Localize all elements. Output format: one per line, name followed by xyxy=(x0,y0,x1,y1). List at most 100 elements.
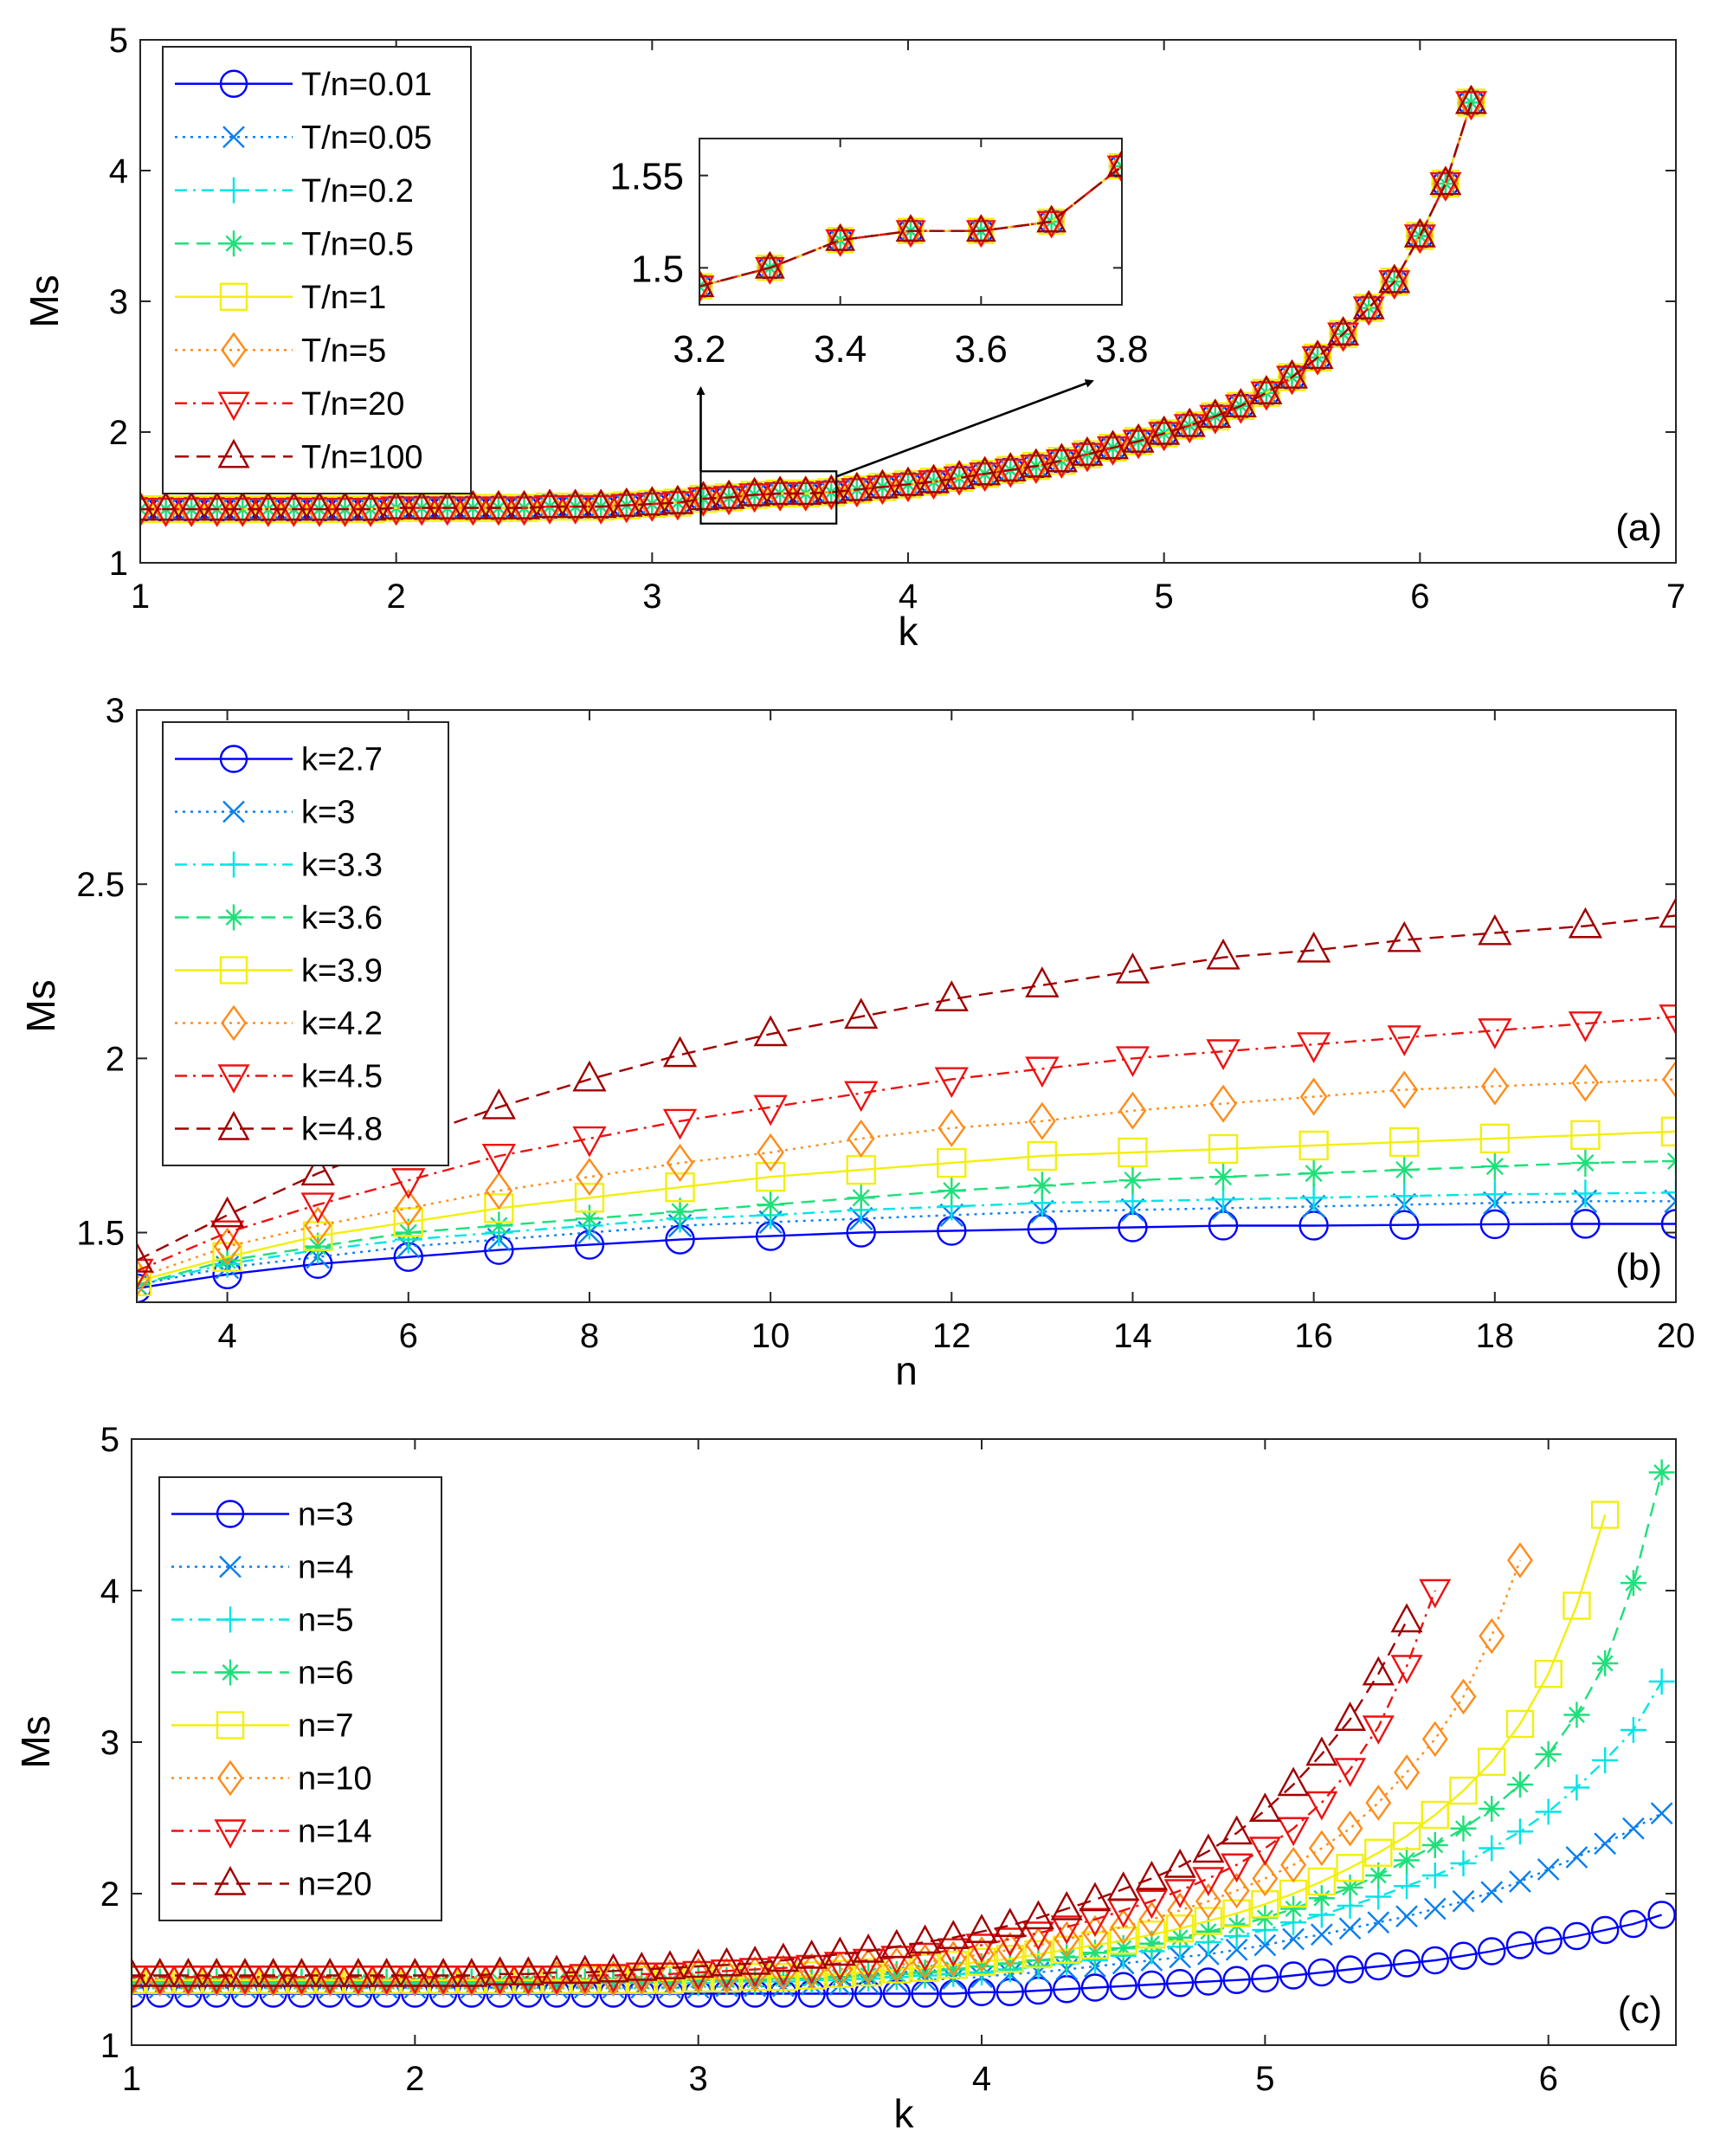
panel-b-data-point xyxy=(300,1154,335,1186)
panel-b-data-point xyxy=(1297,1032,1331,1063)
panel-b-legend-marker xyxy=(221,851,247,878)
panel-a-data-point xyxy=(1454,91,1487,120)
panel-a-data-point xyxy=(1148,416,1181,445)
panel-b-data-point xyxy=(484,1193,514,1223)
panel-c-data-point xyxy=(1452,1889,1475,1913)
panel-c-data-point xyxy=(1479,1796,1505,1822)
panel-c-data-point xyxy=(1563,1921,1591,1951)
panel-a-legend-label: T/n=0.2 xyxy=(301,173,414,210)
panel-a-data-point xyxy=(1429,165,1462,196)
panel-b-legend-marker xyxy=(217,1111,250,1140)
panel-b-data-point xyxy=(1028,1101,1056,1140)
panel-a-data-point xyxy=(969,455,1002,486)
panel-c-legend-label: n=5 xyxy=(298,1603,353,1639)
panel-b-series-line xyxy=(137,1200,1676,1287)
panel-c-data-point xyxy=(1054,1920,1080,1958)
panel-c-data-point xyxy=(171,1966,204,1995)
panel-c-data-point xyxy=(1167,1892,1194,1929)
panel-a-data-point xyxy=(1303,343,1332,372)
panel-a-data-point xyxy=(175,491,208,521)
panel-a-data-point xyxy=(1378,270,1411,300)
panel-c-data-point xyxy=(1163,1879,1196,1908)
panel-c-data-point xyxy=(1478,1747,1506,1776)
panel-c-data-point xyxy=(1394,1873,1421,1900)
inset-data-point xyxy=(965,214,996,242)
panel-c-data-point xyxy=(229,1958,261,1987)
panel-a-data-point xyxy=(789,481,822,512)
panel-c-data-point xyxy=(1223,1872,1250,1909)
panel-c-data-point xyxy=(1450,1815,1477,1842)
panel-b-data-point xyxy=(1570,1120,1601,1151)
panel-c-data-point xyxy=(1307,1958,1337,1987)
panel-c-legend-label: n=3 xyxy=(298,1497,353,1533)
panel-c-data-point xyxy=(1107,1871,1140,1901)
panel-b-data-point xyxy=(575,1204,603,1233)
panel-c-data-point xyxy=(654,1962,686,1992)
panel-b-data-point xyxy=(1479,1123,1511,1154)
panel-c-data-point xyxy=(1279,1961,1308,1990)
panel-c-data-point xyxy=(1221,1815,1253,1845)
panel-c-data-point xyxy=(1419,1578,1452,1609)
panel-c-data-point xyxy=(1251,1890,1279,1919)
panel-c-data-point xyxy=(1590,1915,1620,1945)
panel-c-series-line xyxy=(132,1620,1408,1977)
panel-c-data-point xyxy=(685,1957,712,1994)
panel-b-x-tick-label: 10 xyxy=(751,1317,790,1355)
inset-data-point xyxy=(965,220,996,248)
panel-c-data-point xyxy=(1648,1459,1675,1486)
panel-c-data-point xyxy=(710,1959,743,1989)
panel-a-y-tick-label: 1 xyxy=(109,545,128,583)
panel-c-data-point xyxy=(628,1968,655,1995)
panel-b-data-point xyxy=(1298,1130,1329,1161)
panel-c-data-point xyxy=(200,1958,233,1987)
panel-c-data-point xyxy=(484,1956,517,1985)
panel-a-data-point xyxy=(815,481,847,510)
panel-c-data-point xyxy=(628,1959,655,1996)
panel-b-data-point xyxy=(209,1220,245,1252)
panel-c-data-point xyxy=(1392,1949,1421,1978)
panel-c-series-line xyxy=(132,1559,1522,1980)
panel-c-data-point xyxy=(798,1953,825,1990)
inset-axes-box xyxy=(699,138,1123,306)
panel-c-data-point xyxy=(1479,1617,1505,1655)
panel-c-data-point xyxy=(1053,1935,1081,1964)
panel-a-data-point xyxy=(329,497,362,527)
panel-b-data-point xyxy=(1209,1084,1237,1123)
panel-c-data-point xyxy=(1054,1944,1080,1971)
panel-c-data-point xyxy=(512,1956,544,1985)
panel-b-data-point xyxy=(1027,1140,1058,1172)
panel-c-data-point xyxy=(1253,1933,1277,1957)
panel-a-data-point xyxy=(1071,436,1104,466)
panel-c-data-point xyxy=(285,1958,318,1987)
panel-c-legend-label: n=6 xyxy=(298,1656,353,1692)
panel-c-data-point xyxy=(1194,1967,1223,1996)
panel-b-series-4 xyxy=(137,1116,1676,1297)
panel-c-data-point xyxy=(1222,1966,1251,1994)
panel-a-y-tick-label: 3 xyxy=(109,283,128,321)
panel-c-data-point xyxy=(965,1914,998,1943)
panel-c-data-point xyxy=(1338,1917,1362,1940)
panel-c-data-point xyxy=(1535,1798,1562,1825)
panel-c-data-point xyxy=(1308,1830,1335,1867)
panel-b-data-point xyxy=(753,1094,788,1126)
panel-c-data-point xyxy=(967,1947,996,1976)
panel-b-data-point xyxy=(137,1266,152,1297)
panel-b-data-point xyxy=(1299,1159,1328,1188)
panel-b-legend-marker xyxy=(221,904,247,931)
panel-a-data-point xyxy=(1378,263,1411,294)
panel-b-data-point xyxy=(1480,1152,1509,1181)
panel-b-series-5 xyxy=(137,1060,1676,1297)
panel-b-data-point xyxy=(213,1246,242,1275)
panel-a-data-point xyxy=(738,483,771,513)
panel-c-data-point xyxy=(1590,1501,1620,1529)
panel-b-data-point xyxy=(753,1015,788,1047)
panel-c-data-point xyxy=(288,1968,315,1995)
panel-c-data-point xyxy=(146,1968,173,1995)
panel-c-data-point xyxy=(770,1954,796,1991)
panel-a-data-point xyxy=(1431,169,1460,198)
panel-c-data-point xyxy=(969,1936,995,1972)
panel-c-data-point xyxy=(1594,1832,1617,1856)
panel-b-data-point xyxy=(1664,1189,1676,1213)
panel-c-data-point xyxy=(231,1968,258,1995)
panel-a-x-tick-label: 2 xyxy=(387,578,406,616)
